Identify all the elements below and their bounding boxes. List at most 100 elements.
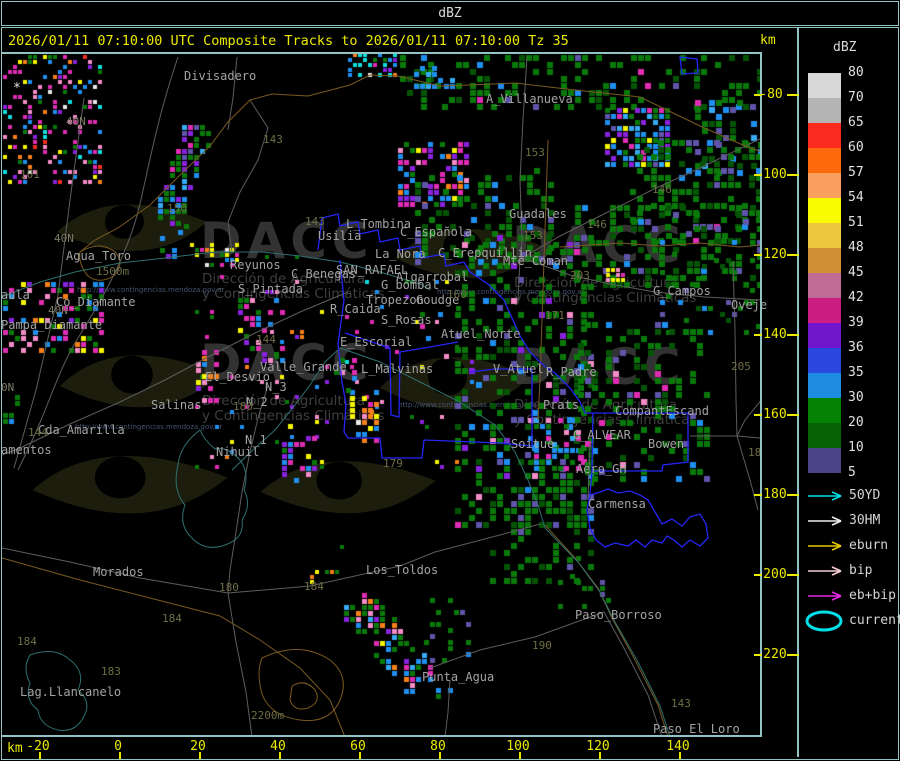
map-place-label: Salinas [151,398,202,412]
bottom-axis-tick [359,752,361,759]
map-place-label: C_Erepquillin [438,246,532,260]
map-place-label: N_2 [246,395,268,409]
scale-value-label: 35 [848,365,864,380]
right-axis-tick [754,334,762,336]
map-road-number: 143 [263,133,283,146]
map-place-label: S_Rosas [381,313,432,327]
track-legend-label: 30HM [849,513,881,528]
map-road-number: 144 [256,333,276,346]
map-road-number: 203 [570,269,590,282]
map-place-label: Pampa_Diamante [1,318,103,332]
right-axis-tick [787,334,799,336]
map-road-number: 180 [219,581,239,594]
map-place-label: R_Caida [330,302,381,316]
map-place-label: Morados [93,565,144,579]
right-axis-tick [754,254,762,256]
outer-frame [1,27,899,760]
scale-value-label: 10 [848,440,864,455]
right-axis-label: -140 [755,327,787,342]
bottom-axis-tick [439,752,441,759]
map-place-label: Atuel_Norte [441,327,521,341]
header-unit-km: km [760,33,776,48]
right-axis-tick [787,414,799,416]
map-place-label: S_Pintada [238,282,304,296]
right-axis-label: -200 [755,567,787,582]
map-road-number: 184 [162,612,182,625]
map-place-label: La_Nora [375,247,426,261]
map-place-label: Agua_Toro [66,249,132,263]
map-road-number: 146 [587,218,607,231]
right-axis-tick [787,574,799,576]
map-place-label: Guadales [509,207,567,221]
current-cell-ellipse-icon [805,610,843,632]
map-place-label: Valle_Grande [260,360,347,374]
map-road-number: 153 [523,229,543,242]
right-axis-label: -100 [755,167,787,182]
30HM-arrow-icon [808,516,842,526]
tracks-legend-glyphs [805,491,843,632]
map-marker-star: * [13,81,21,96]
bottom-axis-tick [679,752,681,759]
scale-color-block [808,398,841,423]
map-place-label: R_Padre [546,365,597,379]
map-place-label: G_bombal [381,278,439,292]
boundary-lines [317,56,709,548]
map-place-label: aula [1,288,30,302]
scale-color-block [808,273,841,298]
right-axis-tick [754,174,762,176]
bip-arrow-icon [808,566,842,576]
map-place-label: Algarrobal [396,270,469,284]
bottom-axis-tick [599,752,601,759]
map-grid-label: 40N [48,304,68,317]
map-place-label: Co_Diamante [56,295,136,309]
map-road-number: 179 [383,457,403,470]
right-axis-tick [787,174,799,176]
map-place-label: C_Benegas [291,267,357,281]
map-road-number: 143 [305,215,325,228]
track-legend-label: bip [849,563,873,578]
map-place-label: N_1 [245,433,267,447]
scale-color-block [808,123,841,148]
map-border-bottom [2,735,762,737]
scale-value-label: 39 [848,315,864,330]
river-lines [2,251,671,737]
scale-color-block [808,448,841,473]
map-road-number: 150 [167,202,187,215]
map-grid-label: 0N [1,381,15,394]
map-place-label: amentos [1,443,52,457]
map-road-number: 205 [731,360,751,373]
bottom-axis-label: 40 [270,739,286,754]
map-road-number: 184 [17,635,37,648]
map-road-number: 183 [101,665,121,678]
map-place-label: V_Atuel [493,362,544,376]
map-place-label: Usilia [318,229,362,243]
50YD-arrow-icon [808,491,842,501]
map-road-number: 153 [525,146,545,159]
bottom-axis-label: 100 [506,739,530,754]
map-lines-layer [2,56,760,737]
right-axis-label: -220 [755,647,787,662]
scale-color-block [808,373,841,398]
bottom-axis-tick [519,752,521,759]
bottom-axis-tick [39,752,41,759]
map-place-label: Los_Toldos [366,563,439,577]
right-axis-label: -120 [755,247,787,262]
scale-color-block [808,173,841,198]
map-road-number: 18 [748,446,762,459]
right-axis-tick [787,94,799,96]
right-axis-tick [787,494,799,496]
map-place-label: Prats [543,398,580,412]
track-legend-label: current [849,613,900,628]
scale-value-label: 5 [848,465,856,480]
scale-color-block [808,73,841,98]
eburn-arrow-icon [808,541,842,551]
scale-color-block [808,423,841,448]
map-place-label: CompantEscand [615,404,709,418]
scale-value-label: 57 [848,165,864,180]
scale-value-label: 48 [848,240,864,255]
map-place-label: Mte_Coman [503,254,569,268]
right-axis-label: -160 [755,407,787,422]
map-road-number: 180 [233,400,253,413]
title-bar: dBZ [1,1,899,26]
map-place-label: Goudge [416,293,460,307]
